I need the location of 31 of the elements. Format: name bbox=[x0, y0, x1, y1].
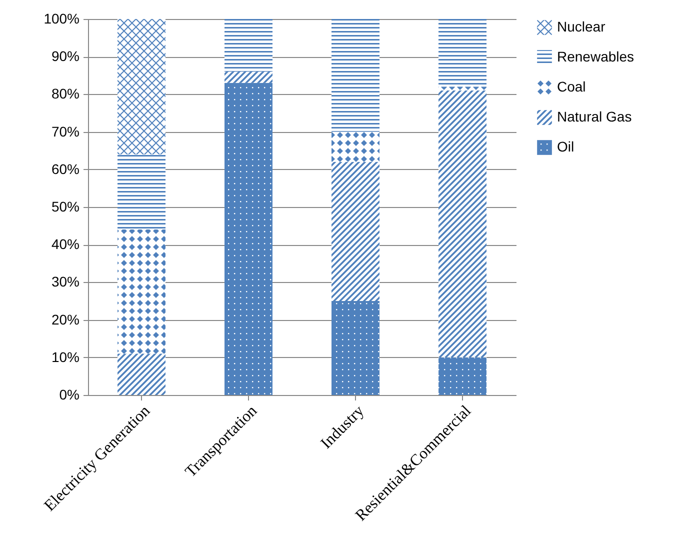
legend-label: Coal bbox=[557, 78, 586, 94]
bar bbox=[118, 230, 166, 354]
legend-label: Renewables bbox=[557, 48, 634, 64]
y-tick-label: 20% bbox=[51, 311, 80, 328]
bar bbox=[332, 19, 380, 132]
y-tick-label: 0% bbox=[59, 386, 80, 402]
bar bbox=[438, 90, 486, 358]
legend-label: Oil bbox=[557, 138, 574, 154]
bar bbox=[438, 357, 486, 395]
bar bbox=[332, 301, 380, 395]
bar bbox=[224, 82, 272, 395]
y-tick-label: 70% bbox=[51, 123, 80, 140]
y-tick-label: 10% bbox=[51, 348, 80, 365]
y-tick-label: 80% bbox=[51, 86, 80, 102]
y-tick-label: 60% bbox=[51, 160, 80, 177]
legend-label: Natural Gas bbox=[557, 108, 632, 124]
y-tick-label: 50% bbox=[51, 198, 80, 214]
legend-label: Nuclear bbox=[557, 18, 606, 34]
y-tick-label: 40% bbox=[51, 236, 80, 252]
y-tick-label: 100% bbox=[44, 10, 80, 26]
bar bbox=[118, 19, 166, 154]
bar bbox=[118, 354, 166, 395]
bar bbox=[332, 132, 380, 162]
bar bbox=[118, 154, 166, 230]
bar bbox=[224, 72, 272, 83]
bar bbox=[224, 19, 272, 72]
bar bbox=[438, 86, 486, 90]
bar bbox=[332, 162, 380, 301]
y-tick-label: 90% bbox=[51, 48, 80, 64]
bar bbox=[438, 19, 486, 87]
y-tick-label: 30% bbox=[51, 274, 80, 290]
